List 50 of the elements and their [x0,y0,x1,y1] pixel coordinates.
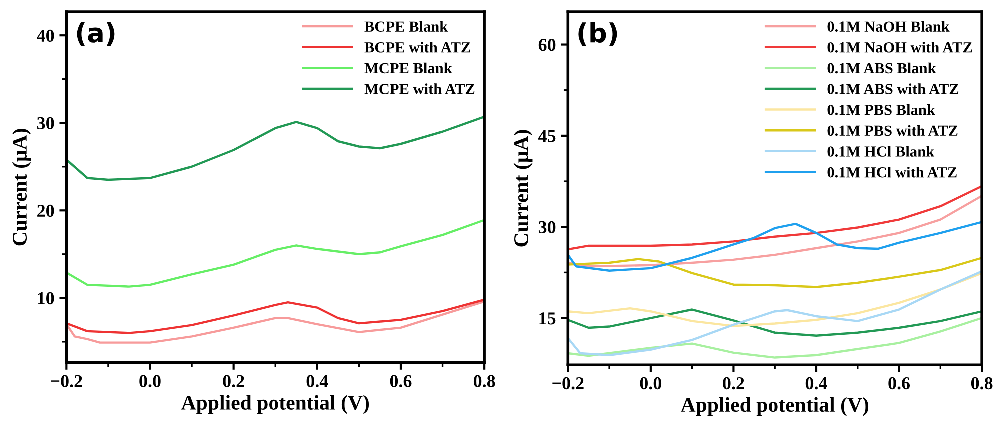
line-series [568,272,982,328]
x-axis-title: Applied potential (V) [181,395,370,414]
line-series [66,219,485,288]
y-axis-title: Current (μA) [514,130,533,247]
legend-label: MCPE with ATZ [364,84,475,94]
line-series [66,300,485,344]
x-tick-label: 0.6 [390,375,412,388]
legend-label: MCPE Blank [364,62,452,74]
line-series [568,308,982,338]
legend-label: BCPE Blank [364,21,448,32]
legend-label: 0.1M ABS with ATZ [828,84,959,95]
x-axis-title: Applied potential (V) [680,397,869,416]
y-tick-label: 40 [37,30,54,42]
x-tick-label: 0.8 [474,375,496,388]
y-tick-label: 30 [37,117,54,130]
x-tick-label: 0.2 [223,375,244,388]
legend-label: 0.1M NaOH Blank [828,21,950,32]
x-tick-label: 0.0 [640,377,662,390]
y-tick-label: 30 [538,221,556,234]
x-tick-label: 0.0 [140,375,161,388]
line-series [568,221,982,272]
line-series [568,270,982,356]
legend-label: 0.1M PBS Blank [828,104,936,116]
x-tick-label: −0.2 [552,377,584,390]
line-series [568,317,982,359]
x-tick-label: 0.6 [888,377,910,390]
x-tick-label: −0.2 [51,375,82,388]
x-tick-label: 0.8 [971,377,993,390]
line-series [568,185,982,251]
y-tick-label: 10 [38,292,54,305]
legend-label: 0.1M HCl Blank [828,146,935,157]
line-series [66,116,485,182]
line-series [66,298,485,334]
annotation: (a) [77,22,115,46]
legend-label: 0.1M HCl with ATZ [828,166,957,178]
y-tick-label: 20 [38,204,54,218]
legend-label: 0.1M PBS with ATZ [828,125,958,136]
annotation: (b) [578,22,618,46]
y-tick-label: 15 [540,312,556,325]
legend-label: 0.1M NaOH with ATZ [828,42,972,53]
legend-label: BCPE with ATZ [364,42,470,53]
y-tick-label: 60 [538,39,556,52]
y-axis-title: Current (μA) [12,129,32,246]
line-series [568,195,982,268]
y-tick-label: 45 [538,130,556,142]
x-tick-label: 0.2 [723,377,744,390]
x-tick-label: 0.4 [306,375,328,388]
x-tick-label: 0.4 [806,377,828,390]
legend-label: 0.1M ABS Blank [828,62,936,74]
line-series [568,257,982,288]
